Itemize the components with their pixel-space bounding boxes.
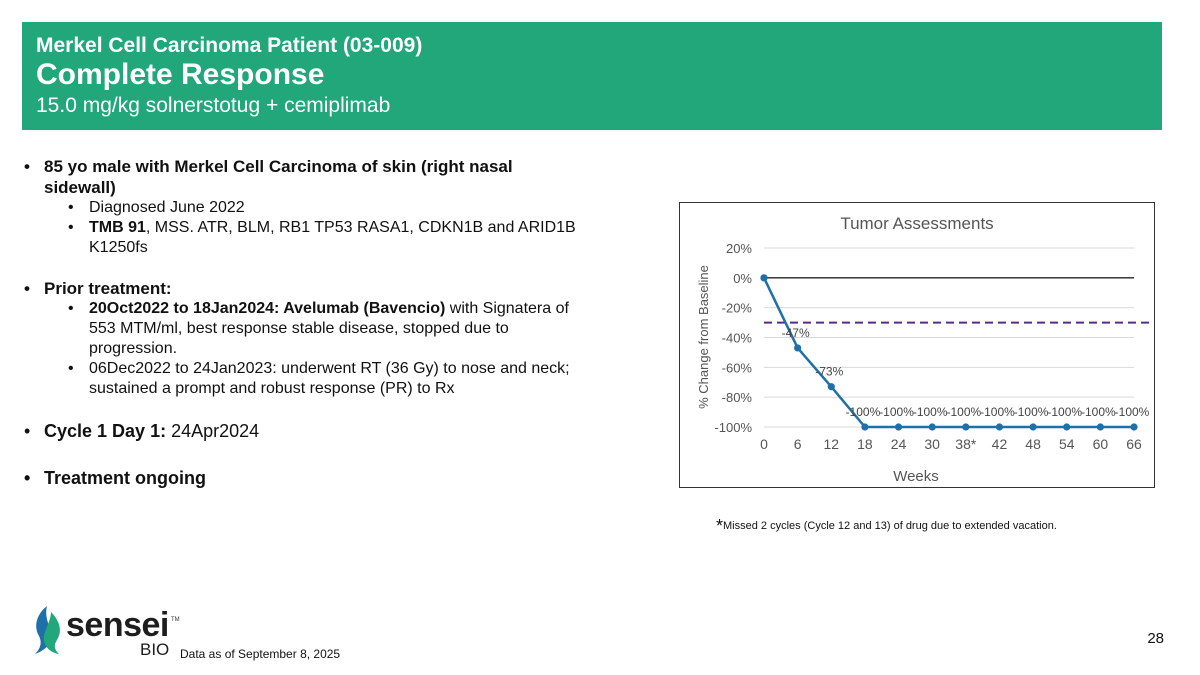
data-point: [794, 344, 802, 352]
y-tick-label: -20%: [722, 301, 753, 316]
x-tick-label: 0: [760, 436, 768, 452]
y-tick-label: 20%: [726, 241, 752, 256]
y-tick-label: -60%: [722, 360, 753, 375]
x-tick-label: 42: [992, 436, 1008, 452]
patient-description: 85 yo male with Merkel Cell Carcinoma of…: [22, 156, 602, 198]
y-tick-label: 0%: [733, 271, 752, 286]
data-label: -100%: [946, 405, 981, 419]
page-number: 28: [1147, 630, 1164, 647]
x-tick-label: 66: [1126, 436, 1142, 452]
data-as-of: Data as of September 8, 2025: [180, 647, 341, 661]
chart-svg: Tumor Assessments % Change from Baseline…: [696, 214, 1154, 485]
data-point: [962, 423, 970, 431]
x-tick-label: 30: [924, 436, 940, 452]
y-tick-label: -100%: [714, 420, 752, 435]
logo-bio: BIO: [140, 640, 170, 659]
data-label: -100%: [1014, 405, 1049, 419]
patient-id-heading: Merkel Cell Carcinoma Patient (03-009): [36, 34, 423, 57]
regimen-subtitle: 15.0 mg/kg solnerstotug + cemiplimab: [36, 94, 391, 117]
x-tick-label: 38*: [955, 436, 977, 452]
logo-wordmark: sensei: [66, 606, 169, 644]
patient-summary: 85 yo male with Merkel Cell Carcinoma of…: [22, 156, 602, 490]
data-label: -73%: [815, 365, 843, 379]
data-label: -100%: [879, 405, 914, 419]
tumor-assessment-chart: Tumor Assessments % Change from Baseline…: [679, 202, 1155, 488]
data-label: -100%: [980, 405, 1015, 419]
prior-treatment-avelumab: 20Oct2022 to 18Jan2024: Avelumab (Bavenc…: [22, 299, 602, 359]
logo-trademark: TM: [171, 617, 180, 623]
data-point: [894, 423, 903, 431]
x-tick-label: 18: [857, 436, 873, 452]
x-tick-label: 54: [1059, 436, 1075, 452]
x-tick-label: 12: [823, 436, 839, 452]
x-tick-label: 48: [1025, 436, 1041, 452]
data-point: [827, 383, 835, 391]
data-label: -100%: [1047, 405, 1082, 419]
y-axis-label: % Change from Baseline: [696, 265, 711, 409]
treatment-status: Treatment ongoing: [22, 466, 602, 490]
y-tick-label: -80%: [722, 390, 753, 405]
series-line: [762, 277, 1134, 429]
data-label: -47%: [782, 326, 810, 340]
data-point: [1130, 423, 1138, 431]
data-point: [760, 274, 768, 282]
cycle1-day1: Cycle 1 Day 1: 24Apr2024: [22, 419, 602, 443]
data-label: -100%: [913, 405, 948, 419]
sensei-logo-icon: [35, 606, 60, 654]
data-point: [928, 423, 936, 431]
data-point: [1096, 423, 1104, 431]
prior-treatment-radiation: 06Dec2022 to 24Jan2023: underwent RT (36…: [22, 359, 602, 399]
footnote: *Missed 2 cycles (Cycle 12 and 13) of dr…: [716, 516, 1057, 536]
title-banner: Merkel Cell Carcinoma Patient (03-009) C…: [22, 22, 1162, 130]
y-tick-label: -40%: [722, 331, 753, 346]
x-tick-label: 24: [891, 436, 907, 452]
data-point: [995, 423, 1004, 431]
data-label: -100%: [846, 405, 881, 419]
tmb-mutations: TMB 91, MSS. ATR, BLM, RB1 TP53 RASA1, C…: [22, 218, 602, 258]
x-axis-label: Weeks: [893, 468, 939, 485]
response-title: Complete Response: [36, 58, 325, 91]
x-tick-label: 6: [794, 436, 802, 452]
chart-title: Tumor Assessments: [840, 214, 993, 233]
prior-treatment-label: Prior treatment:: [22, 278, 602, 299]
data-label: -100%: [1115, 405, 1150, 419]
data-point: [861, 423, 869, 431]
x-tick-label: 60: [1093, 436, 1109, 452]
data-point: [1063, 423, 1071, 431]
data-point: [1029, 423, 1037, 431]
diagnosis-date: Diagnosed June 2022: [22, 198, 602, 218]
data-label: -100%: [1081, 405, 1116, 419]
